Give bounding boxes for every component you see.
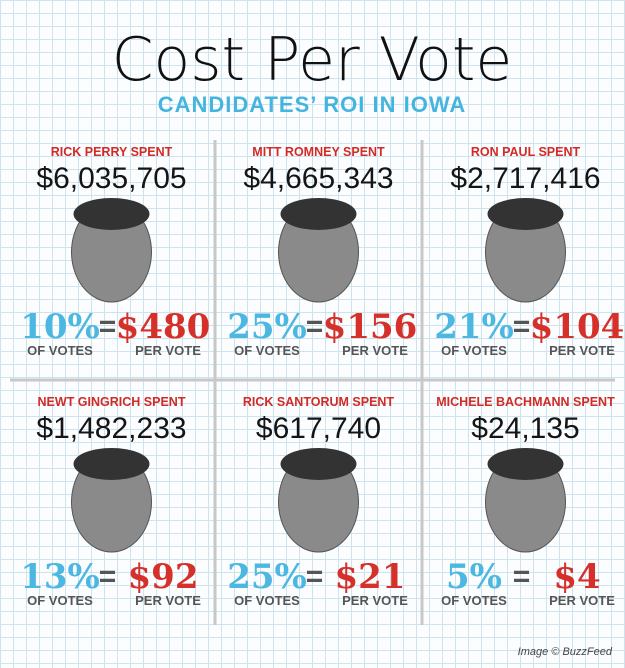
title: Cost Per Vote xyxy=(112,25,513,95)
cost-per-vote: $4 xyxy=(553,557,600,597)
of-votes: OF VOTES xyxy=(234,343,300,358)
of-votes: OF VOTES xyxy=(234,593,300,608)
cost-per-vote: $21 xyxy=(335,557,406,597)
candidate-hair xyxy=(73,198,150,230)
amount: $617,740 xyxy=(256,412,381,445)
amount: $4,665,343 xyxy=(243,162,393,195)
spent-label: NEWT GINGRICH SPENT xyxy=(38,395,186,409)
subtitle: CANDIDATES’ ROI IN IOWA xyxy=(158,92,467,117)
amount: $2,717,416 xyxy=(450,162,600,195)
vote-share: 21% xyxy=(434,307,514,347)
spent-label: MITT ROMNEY SPENT xyxy=(252,145,385,159)
credit: Image © BuzzFeed xyxy=(518,646,613,658)
candidate-hair xyxy=(73,448,150,480)
vote-share: 25% xyxy=(227,307,307,347)
candidate-hair xyxy=(487,198,564,230)
equals: = xyxy=(99,560,117,593)
per-vote: PER VOTE xyxy=(549,593,615,608)
equals: = xyxy=(306,310,324,343)
of-votes: OF VOTES xyxy=(27,593,93,608)
cost-per-vote: $156 xyxy=(323,307,418,347)
cost-per-vote: $480 xyxy=(116,307,211,347)
spent-label: RON PAUL SPENT xyxy=(471,145,581,159)
of-votes: OF VOTES xyxy=(441,343,507,358)
equals: = xyxy=(99,310,117,343)
equals: = xyxy=(306,560,324,593)
candidate-hair xyxy=(280,198,357,230)
per-vote: PER VOTE xyxy=(342,593,408,608)
amount: $1,482,233 xyxy=(36,412,186,445)
per-vote: PER VOTE xyxy=(135,343,201,358)
cost-per-vote: $104 xyxy=(530,307,625,347)
vote-share: 25% xyxy=(227,557,307,597)
of-votes: OF VOTES xyxy=(441,593,507,608)
equals: = xyxy=(513,310,531,343)
per-vote: PER VOTE xyxy=(135,593,201,608)
per-vote: PER VOTE xyxy=(549,343,615,358)
spent-label: RICK PERRY SPENT xyxy=(51,145,173,159)
vote-share: 10% xyxy=(20,307,100,347)
spent-label: RICK SANTORUM SPENT xyxy=(243,395,395,409)
per-vote: PER VOTE xyxy=(342,343,408,358)
cost-per-vote: $92 xyxy=(128,557,199,597)
equals: = xyxy=(513,560,531,593)
candidate-hair xyxy=(487,448,564,480)
amount: $6,035,705 xyxy=(36,162,186,195)
vote-share: 5% xyxy=(446,557,502,597)
of-votes: OF VOTES xyxy=(27,343,93,358)
vote-share: 13% xyxy=(20,557,100,597)
spent-label: MICHELE BACHMANN SPENT xyxy=(436,395,615,409)
candidate-hair xyxy=(280,448,357,480)
amount: $24,135 xyxy=(471,412,579,445)
